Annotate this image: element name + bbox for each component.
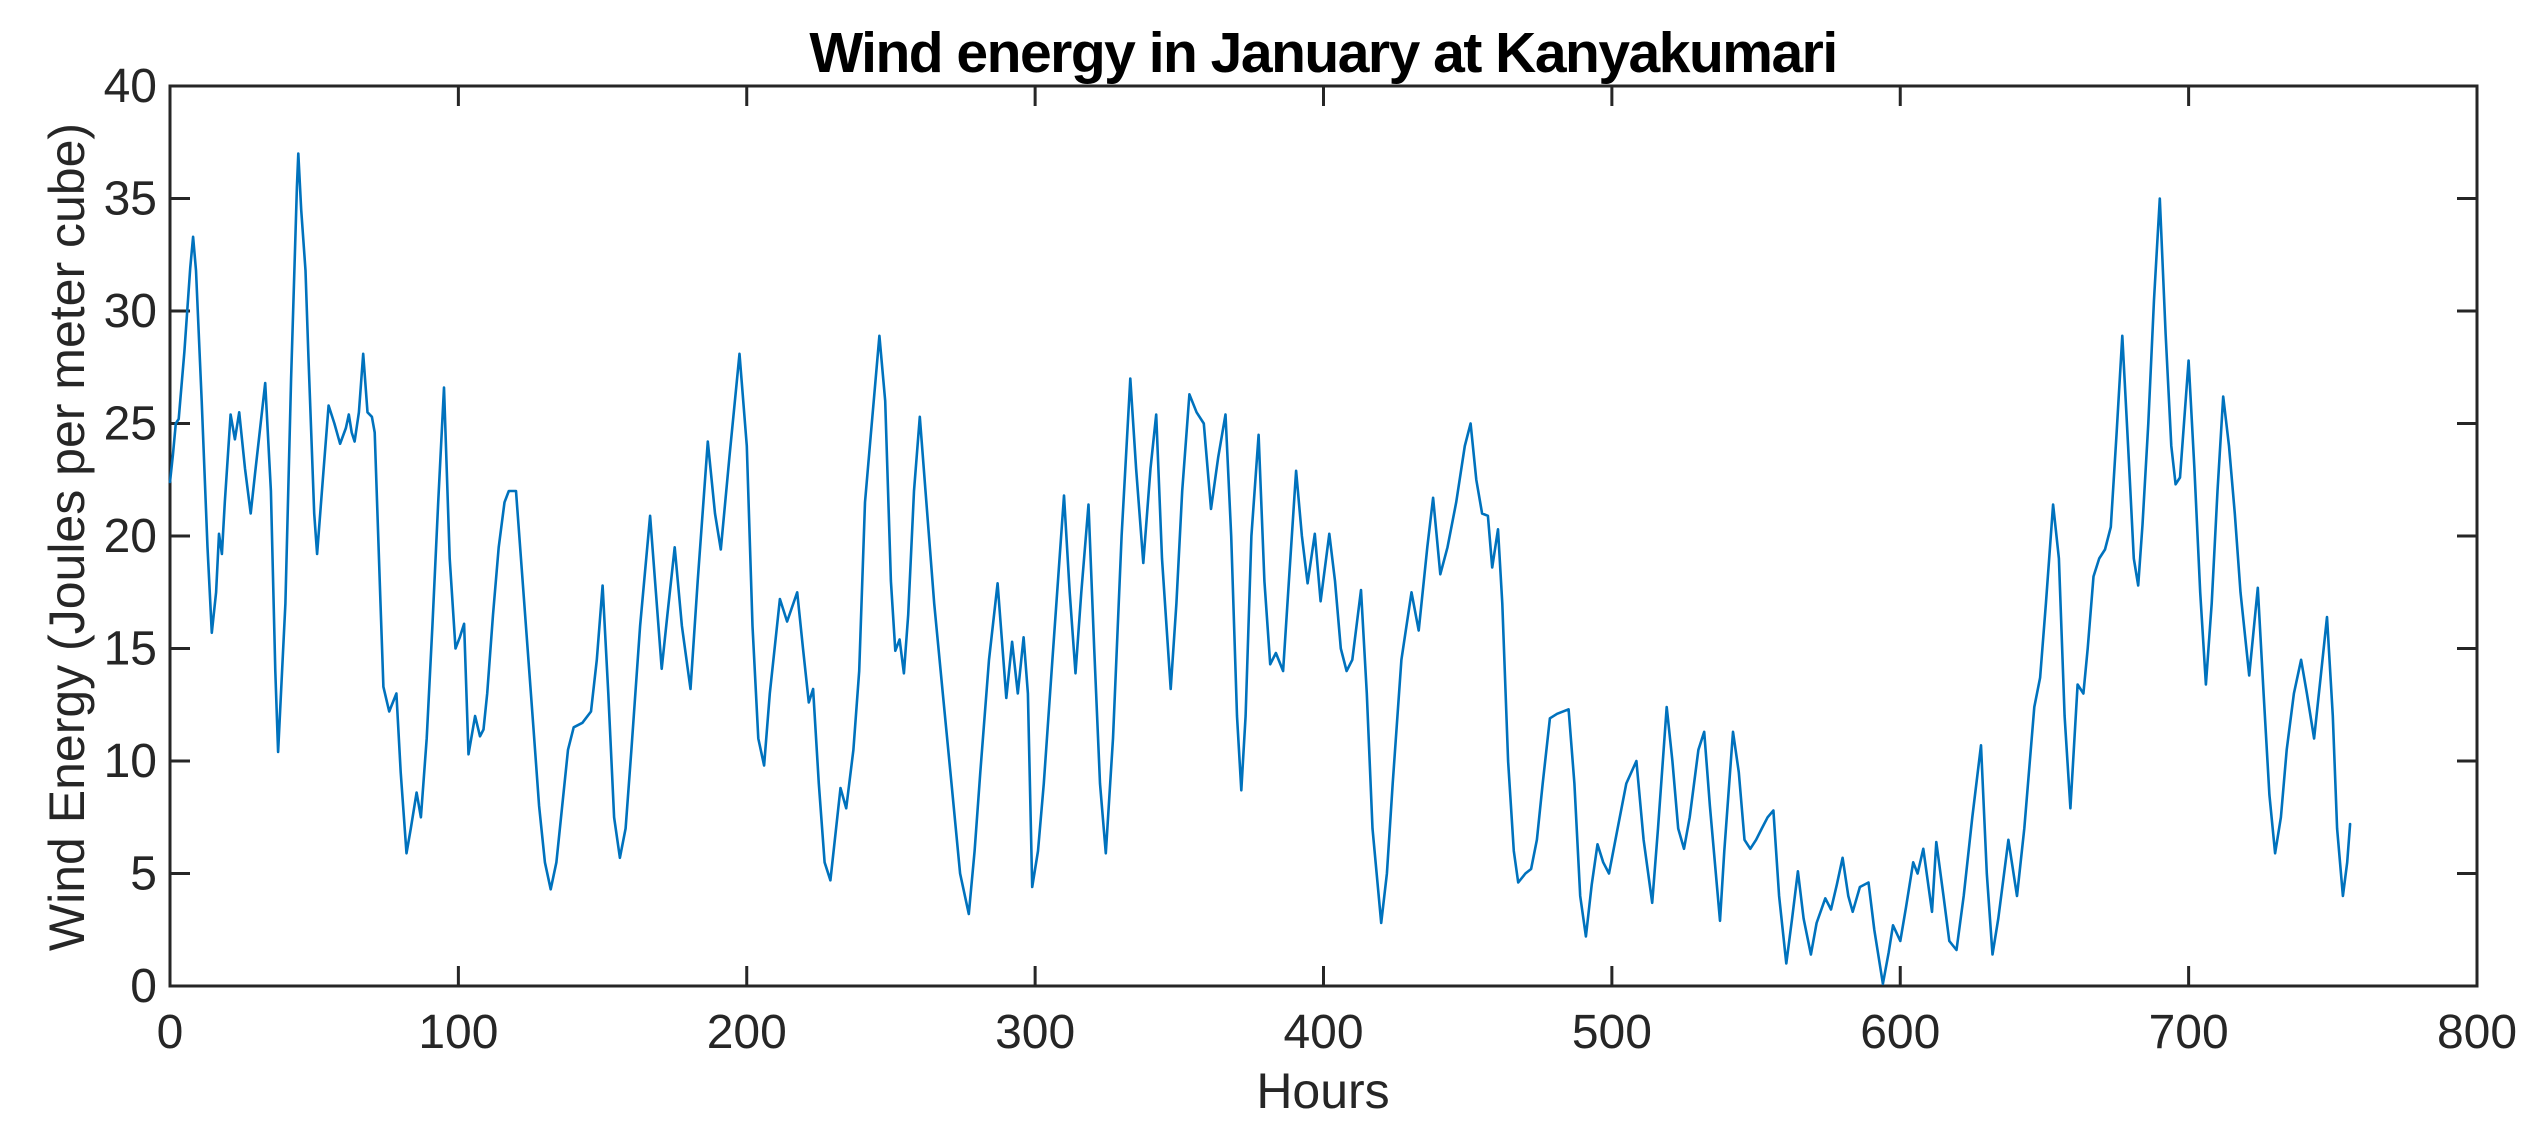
x-axis-label: Hours <box>1256 1063 1389 1119</box>
y-tick-label: 20 <box>104 510 157 563</box>
y-tick-label: 40 <box>104 60 157 113</box>
x-tick-label: 700 <box>2149 1006 2229 1059</box>
x-tick-label: 100 <box>418 1006 498 1059</box>
plot-box <box>168 84 2479 988</box>
x-tick-label: 600 <box>1860 1006 1940 1059</box>
y-axis-tick-labels: 0 5 10 15 20 25 30 35 40 <box>104 60 157 1013</box>
data-line-wind-energy <box>168 152 2352 986</box>
y-tick-label: 0 <box>130 960 157 1013</box>
x-tick-label: 200 <box>707 1006 787 1059</box>
x-tick-label: 400 <box>1283 1006 1363 1059</box>
axis-ticks <box>168 84 2479 988</box>
x-tick-label: 0 <box>157 1006 184 1059</box>
chart-title: Wind energy in January at Kanyakumari <box>809 21 1836 85</box>
x-tick-label: 500 <box>1572 1006 1652 1059</box>
y-axis-label: Wind Energy (Joules per meter cube) <box>39 123 95 951</box>
y-tick-label: 15 <box>104 623 157 676</box>
y-tick-label: 25 <box>104 398 157 451</box>
y-tick-label: 35 <box>104 173 157 226</box>
y-tick-label: 30 <box>104 285 157 338</box>
y-tick-label: 5 <box>130 848 157 901</box>
x-tick-label: 800 <box>2437 1006 2517 1059</box>
x-axis-tick-labels: 0 100 200 300 400 500 600 700 800 <box>157 1006 2517 1059</box>
y-tick-label: 10 <box>104 735 157 788</box>
x-tick-label: 300 <box>995 1006 1075 1059</box>
